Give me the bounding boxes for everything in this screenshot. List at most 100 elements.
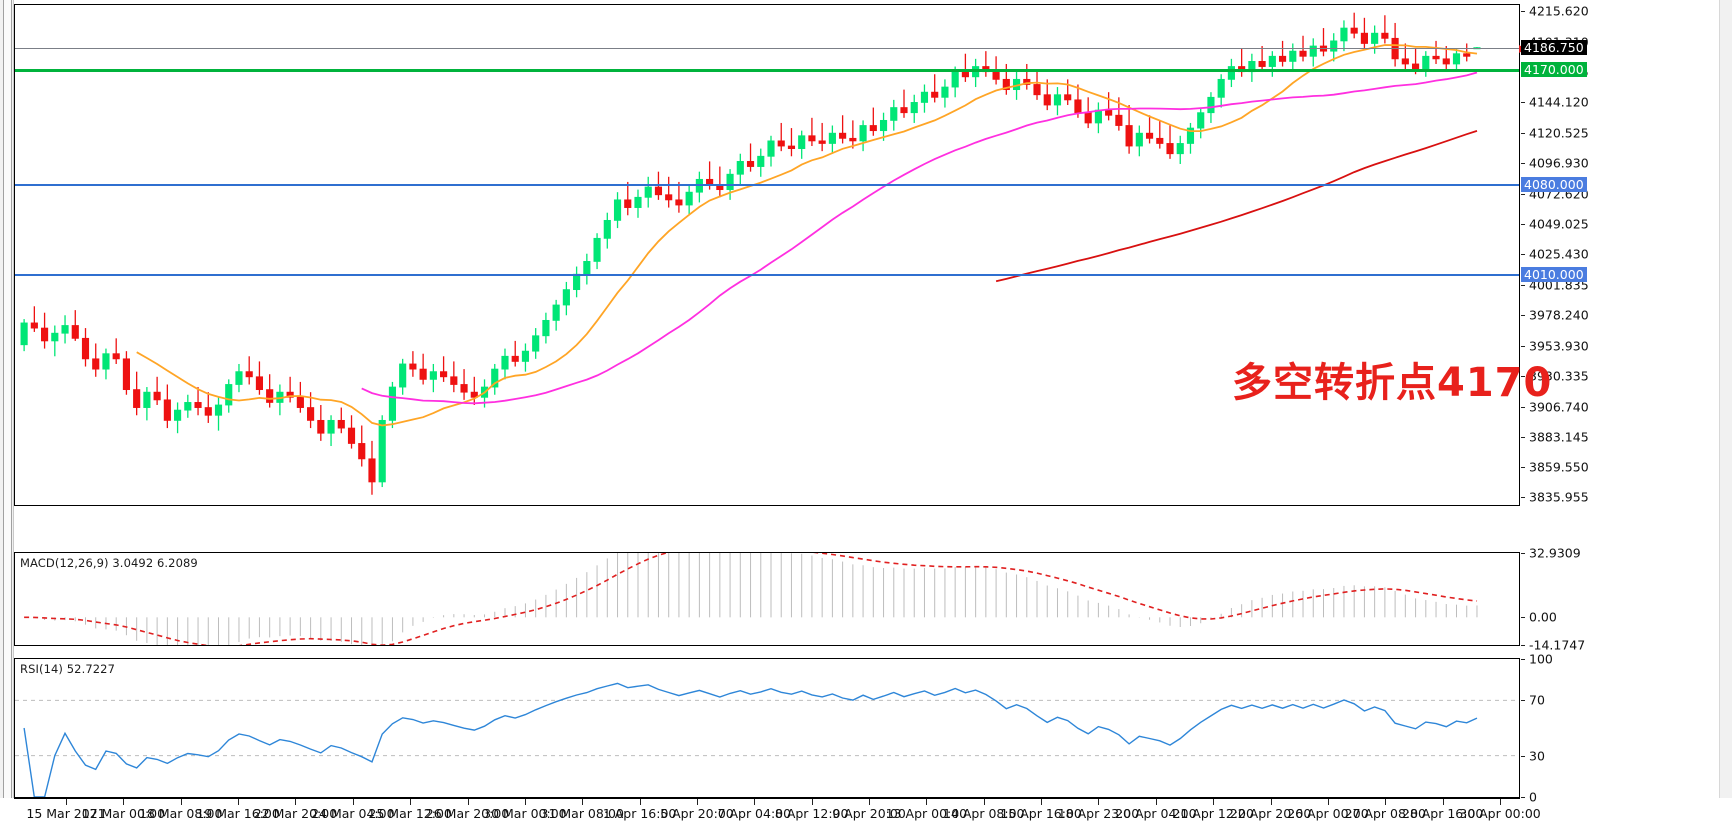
price-tick-label: 3835.955 [1529,489,1589,505]
time-tick-label: 5 Apr 20:00 [660,806,734,821]
time-tick-label: 19 Mar 16:00 [196,806,280,821]
tick-mark [1521,224,1525,226]
price-tick-label: 3953.930 [1529,338,1589,354]
rsi-tick-label: 70 [1529,692,1545,708]
tick-mark [1521,162,1525,164]
time-tick-label: 21 Apr 12:00 [1172,806,1254,821]
time-tick-label: 22 Mar 20:00 [253,806,338,821]
tick-mark [1521,467,1525,469]
rsi-panel[interactable]: RSI(14) 52.7227 [14,658,1520,798]
tick-mark [1521,193,1525,195]
tick-mark [1521,284,1525,286]
chart-annotation-text: 多空转折点4170 [1232,360,1553,406]
price-panel[interactable] [14,4,1520,506]
tick-mark [1521,102,1525,104]
time-tick-label: 1 Apr 16:00 [602,806,677,821]
time-tick [1041,799,1043,805]
time-tick [66,799,67,805]
time-tick-label: 31 Mar 08:00 [540,806,624,821]
price-level-badge[interactable]: 4186.750 [1521,40,1587,56]
time-tick [1442,799,1444,805]
tick-mark [1521,797,1525,798]
price-level-badge[interactable]: 4080.000 [1521,176,1587,192]
time-tick [180,799,182,805]
time-tick-label: 22 Apr 20:00 [1229,806,1312,821]
price-axis[interactable]: 4215.6204191.3104167.7154144.1204120.525… [1521,3,1732,506]
time-tick [983,799,985,805]
time-tick [639,799,641,805]
price-level-badge[interactable]: 4010.000 [1521,266,1587,282]
right-scrollbar[interactable] [1719,0,1732,798]
price-level-line[interactable] [15,44,1526,53]
rsi-tick-label: 30 [1529,748,1545,764]
time-tick-label: 7 Apr 04:00 [717,806,792,821]
macd-tick-label: 32.9309 [1529,545,1581,561]
rsi-tick-label: 100 [1529,651,1553,667]
time-tick-label: 25 Mar 12:00 [368,806,452,821]
left-scrollbar-track[interactable] [3,0,12,798]
time-tick [238,799,240,805]
macd-tick-label: -14.1747 [1529,637,1586,653]
tick-mark [1521,10,1525,12]
time-tick-label: 14 Apr 08:00 [942,806,1025,821]
price-tick-label: 4096.930 [1529,155,1589,171]
time-tick [811,799,813,805]
rsi-plot [15,682,1519,797]
time-tick-label: 15 Mar 2021 [26,806,106,821]
time-tick [1155,799,1157,805]
tick-mark [1521,436,1525,438]
time-tick-label: 26 Mar 20:00 [425,806,510,821]
tick-mark [1521,346,1525,348]
price-tick-label: 4215.620 [1529,3,1589,19]
time-tick [295,799,297,805]
time-tick [352,799,354,805]
time-tick-label: 30 Apr 00:00 [1459,806,1541,821]
price-level-badge[interactable]: 4170.000 [1521,61,1587,77]
macd-label: MACD(12,26,9) 3.0492 6.2089 [20,556,198,570]
price-level-line[interactable] [15,69,1519,73]
time-tick [582,799,584,805]
time-tick-label: 15 Apr 16:00 [1000,806,1082,821]
price-tick-label: 3906.740 [1529,399,1589,415]
price-tick-label: 3930.335 [1529,368,1589,384]
time-tick-label: 24 Mar 04:00 [311,806,395,821]
tick-mark [1521,553,1525,554]
macd-plot [24,553,1478,645]
rsi-label: RSI(14) 52.7227 [20,662,115,676]
tick-mark [1521,406,1525,408]
time-tick-label: 20 Apr 04:00 [1115,806,1197,821]
tick-mark [1521,659,1525,660]
rsi-tick-label: 0 [1529,789,1537,805]
time-tick-label: 13 Apr 00:00 [885,806,968,821]
price-level-line[interactable] [15,274,1519,277]
time-tick-label: 27 Apr 08:00 [1344,806,1427,821]
tick-mark [1521,645,1525,646]
macd-axis: 32.9309 0.00 -14.1747 [1521,546,1732,653]
macd-tick-label: 0.00 [1529,609,1557,625]
time-tick [1327,799,1329,805]
time-tick-label: 18 Mar 08:00 [138,806,223,821]
tick-mark [1521,376,1525,378]
tick-mark [1521,617,1525,619]
time-tick [696,799,698,805]
tick-mark [1521,254,1525,256]
time-tick-label: 17 Mar 00:00 [81,806,166,821]
tick-mark [1521,497,1525,499]
left-scrollbar[interactable] [0,0,14,798]
time-tick [123,799,125,805]
macd-panel[interactable]: MACD(12,26,9) 3.0492 6.2089 [14,552,1520,646]
rsi-axis: 100 70 30 0 [1521,652,1732,805]
time-tick [524,799,526,805]
time-tick-label: 28 Apr 16:00 [1401,806,1484,821]
price-tick-label: 4025.430 [1529,246,1589,262]
time-tick [869,799,871,805]
time-tick-label: 8 Apr 12:00 [774,806,849,821]
time-tick [1385,799,1387,805]
tick-mark [1521,700,1525,702]
price-level-line[interactable] [15,184,1519,187]
price-tick-label: 3883.145 [1529,429,1589,445]
time-axis[interactable]: 15 Mar 2021 17 Mar 00:00 18 Mar 08:00 19 Ma… [14,798,1541,825]
time-tick [1500,799,1501,805]
time-tick-label: 30 Mar 00:00 [483,806,567,821]
